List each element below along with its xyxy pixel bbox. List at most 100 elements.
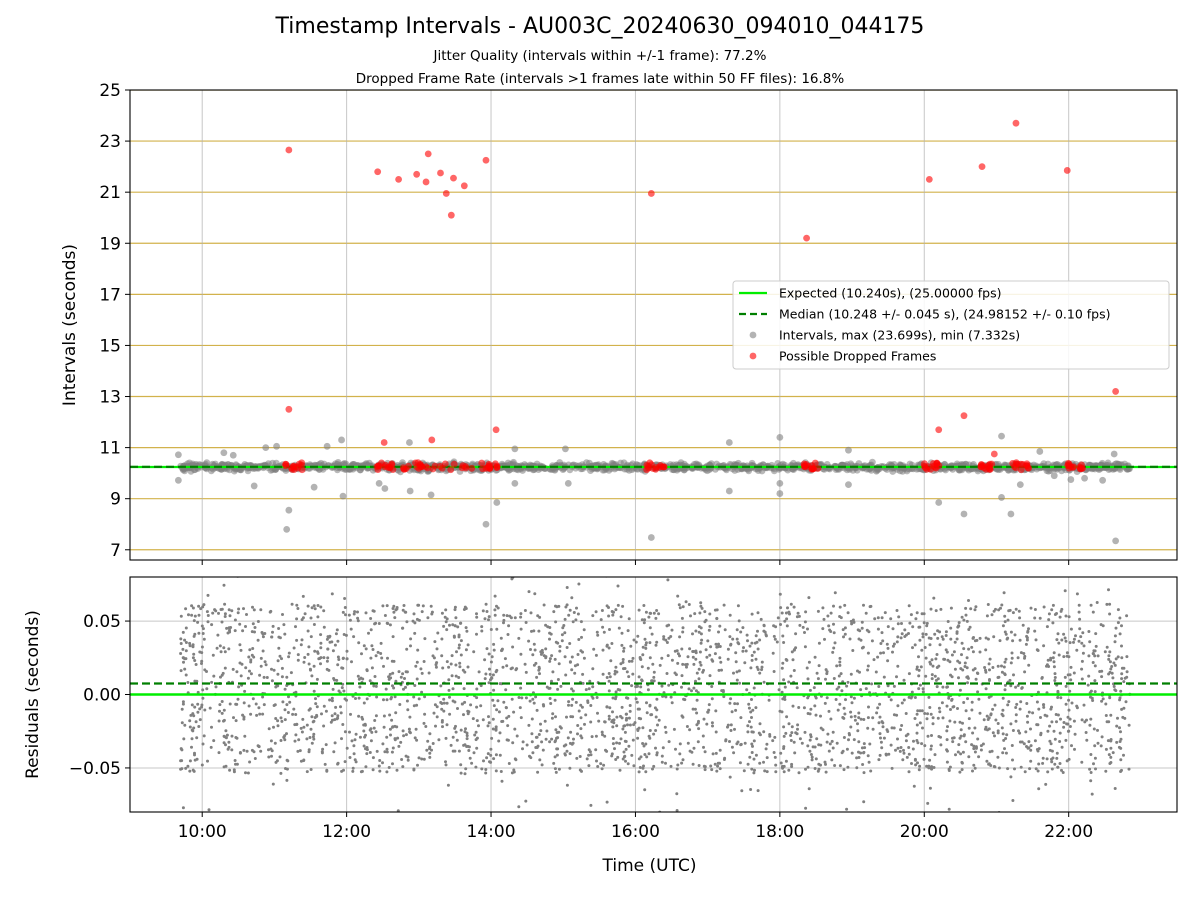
residual-point — [917, 655, 920, 659]
residual-point — [1072, 719, 1076, 723]
residual-point — [747, 702, 751, 706]
interval-outlier-point — [273, 442, 280, 450]
residual-point — [527, 590, 531, 594]
residual-point — [202, 637, 206, 641]
residual-point — [1014, 719, 1018, 723]
residual-point — [868, 742, 872, 746]
residual-point — [1072, 640, 1075, 644]
residual-point — [357, 696, 361, 700]
residual-point — [263, 660, 267, 664]
residual-point — [554, 728, 558, 732]
interval-outlier-point — [776, 490, 784, 497]
residual-point — [454, 730, 458, 734]
residual-point — [988, 657, 992, 661]
residual-point — [542, 603, 546, 607]
residual-point — [857, 756, 861, 759]
residual-point — [280, 719, 284, 723]
residual-point — [507, 762, 511, 765]
residual-point — [728, 775, 732, 779]
residual-point — [248, 648, 252, 652]
residual-point — [183, 723, 187, 727]
residual-point — [565, 783, 569, 787]
residual-point — [519, 627, 523, 631]
residual-point — [276, 684, 280, 688]
legend-intervals-label: Intervals, max (23.699s), min (7.332s) — [779, 328, 1020, 343]
residual-point — [618, 768, 622, 772]
residual-point — [466, 712, 470, 716]
residual-point — [191, 768, 195, 772]
residual-point — [1028, 767, 1032, 771]
residual-point — [629, 644, 633, 648]
residual-point — [428, 732, 432, 736]
residual-point — [356, 674, 360, 678]
residual-point — [907, 752, 911, 756]
residual-point — [1004, 632, 1008, 636]
residual-point — [981, 742, 985, 746]
residual-point — [474, 765, 478, 769]
residual-point — [944, 634, 948, 637]
residual-point — [385, 604, 389, 608]
dropped-frame-point — [985, 462, 992, 469]
residual-point — [283, 708, 287, 712]
residual-point — [492, 757, 496, 761]
residual-point — [383, 614, 387, 617]
residual-point — [697, 667, 701, 671]
residual-point — [750, 612, 754, 616]
residual-point — [339, 705, 342, 709]
residual-point — [466, 709, 470, 713]
residual-point — [993, 734, 996, 738]
residual-point — [796, 723, 800, 727]
residual-point — [1026, 746, 1030, 750]
residual-point — [459, 621, 463, 625]
residual-point — [357, 714, 361, 718]
residual-point — [936, 677, 940, 681]
residual-point — [890, 726, 894, 730]
residual-point — [988, 678, 991, 681]
residual-point — [587, 764, 591, 768]
residual-point — [244, 771, 247, 775]
residual-point — [605, 604, 609, 608]
residual-point — [515, 734, 519, 738]
residual-point — [779, 623, 782, 626]
residual-point — [664, 730, 668, 734]
residual-point — [223, 650, 227, 654]
residual-point — [554, 620, 558, 624]
residual-point — [738, 761, 742, 765]
residual-point — [314, 697, 317, 701]
dropped-frame-point — [442, 190, 450, 197]
residual-point — [210, 725, 213, 729]
residual-point — [1096, 741, 1100, 745]
residual-point — [930, 658, 934, 662]
residual-point — [315, 677, 319, 681]
residual-point — [673, 671, 677, 675]
residual-point — [482, 759, 485, 763]
residual-point — [242, 717, 246, 721]
residual-point — [920, 648, 924, 652]
residual-point — [602, 763, 606, 767]
residual-point — [858, 629, 862, 633]
residual-point — [1082, 644, 1086, 648]
residual-point — [302, 759, 306, 763]
residual-point — [686, 741, 690, 745]
residual-point — [434, 724, 437, 728]
residual-point — [865, 628, 869, 632]
residual-point — [904, 712, 908, 715]
residual-point — [1068, 673, 1072, 677]
residual-point — [217, 611, 220, 615]
interval-outlier-point — [338, 436, 345, 444]
residual-point — [736, 702, 739, 706]
residual-point — [960, 641, 964, 645]
residual-point — [1099, 744, 1103, 748]
residual-point — [682, 697, 686, 701]
residual-point — [1056, 696, 1060, 699]
residual-point — [902, 748, 905, 752]
residual-point — [951, 705, 955, 709]
residual-point — [680, 647, 684, 651]
residual-point — [350, 739, 354, 743]
residual-point — [764, 634, 768, 638]
residual-point — [740, 789, 744, 793]
residual-point — [866, 726, 870, 730]
residual-point — [1002, 665, 1006, 669]
residual-point — [391, 671, 395, 675]
residual-point — [1118, 632, 1122, 636]
